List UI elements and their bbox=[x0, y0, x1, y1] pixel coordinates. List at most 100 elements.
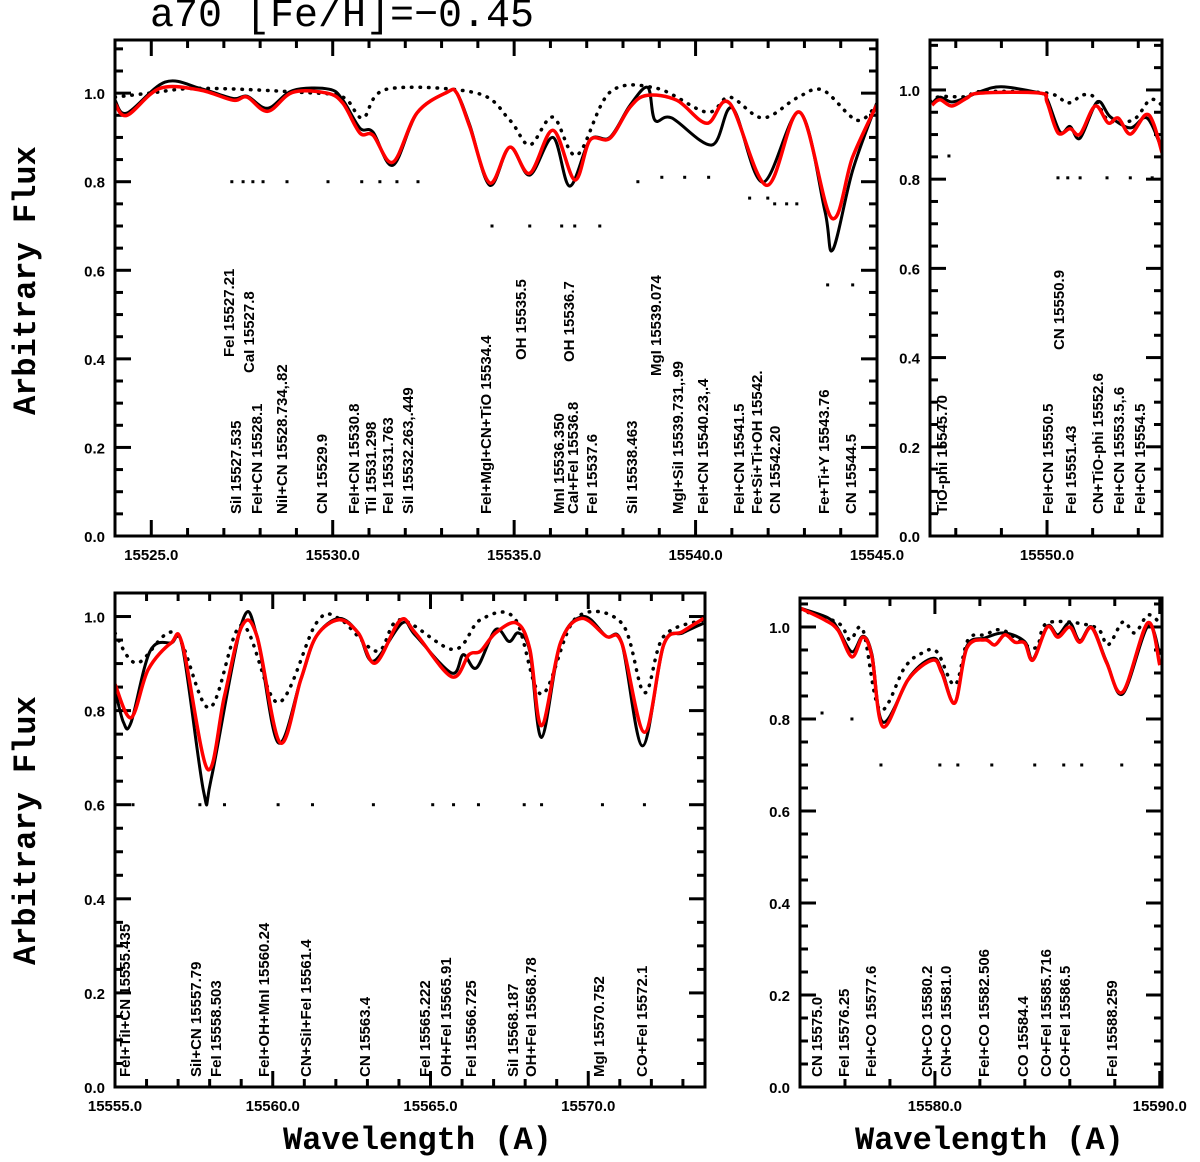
line-label: FeI+CO 15577.6 bbox=[863, 965, 880, 1077]
synthetic-spectrum-red-line bbox=[115, 616, 705, 772]
line-label: SiI+CN 15557.79 bbox=[188, 961, 205, 1078]
line-position-marker bbox=[416, 180, 420, 184]
line-label: FeI+CN 15553.5,.6 bbox=[1111, 386, 1128, 514]
line-label: MgI+SiI 15539.731,.99 bbox=[670, 360, 687, 514]
line-position-marker bbox=[598, 224, 602, 228]
x-tick-label: 15580.0 bbox=[908, 1098, 962, 1115]
panel-top-right: 15550.0 0.0 0.2 0.4 0.6 0.8 1.0 bbox=[899, 38, 1164, 564]
line-label: OH 15535.5 bbox=[513, 279, 530, 360]
y-tick-label: 1.0 bbox=[899, 83, 920, 100]
y-tick-label: 0.2 bbox=[84, 440, 105, 457]
y-tick-label: 0.8 bbox=[899, 172, 920, 189]
panel-bottom-left: 15555.0 15560.0 15565.0 15570.0 0.0 0.2 0.4 0.6… bbox=[84, 591, 707, 1115]
line-label: Fe+Ti+Y 15543.76 bbox=[816, 389, 833, 514]
observed-spectrum-black-line bbox=[115, 610, 705, 807]
x-tick-label: 15550.0 bbox=[1020, 547, 1074, 564]
y-tick-label: 0.2 bbox=[899, 440, 920, 457]
line-label: FeI 15588.259 bbox=[1104, 980, 1121, 1077]
line-label: FeI+CN 15540.23,.4 bbox=[695, 378, 712, 514]
line-position-marker bbox=[476, 803, 480, 807]
line-label: FeI+CN 15541.5 bbox=[731, 403, 748, 515]
line-position-marker bbox=[850, 717, 854, 721]
x-tick-label: 15565.0 bbox=[403, 1098, 457, 1115]
x-axis-label-bottom-left: Wavelength (A) bbox=[283, 1122, 552, 1159]
line-position-marker bbox=[222, 803, 226, 807]
line-position-marker bbox=[1066, 176, 1070, 180]
x-tick-label: 15535.0 bbox=[487, 547, 541, 564]
model-spectrum-dotted-line bbox=[800, 608, 1162, 712]
line-label: FeI+CO 15582.506 bbox=[976, 948, 993, 1077]
line-position-marker bbox=[938, 763, 942, 767]
line-position-marker bbox=[311, 803, 315, 807]
line-label: OH+FeI 15568.78 bbox=[523, 957, 540, 1077]
line-position-marker bbox=[1078, 176, 1082, 180]
line-position-marker bbox=[371, 803, 375, 807]
observed-spectrum-black-line bbox=[115, 79, 877, 253]
x-tick-label: 15530.0 bbox=[306, 547, 360, 564]
line-position-marker bbox=[879, 763, 883, 767]
line-label: SiI 15527.535 bbox=[228, 420, 245, 514]
line-position-marker bbox=[773, 202, 777, 206]
synthetic-spectrum-red-line bbox=[115, 84, 877, 221]
y-tick-label: 0.0 bbox=[769, 1080, 790, 1097]
line-label: CN 15542.20 bbox=[767, 425, 784, 514]
line-label: CN 15529.9 bbox=[314, 433, 331, 514]
line-label: CN+TiO-phi 15552.6 bbox=[1090, 372, 1107, 514]
line-label: SiI 15568.187 bbox=[505, 983, 522, 1077]
line-position-marker bbox=[490, 224, 494, 228]
line-position-marker bbox=[642, 803, 646, 807]
x-tick-label: 15540.0 bbox=[668, 547, 722, 564]
line-label: FeI 15531.763 bbox=[380, 417, 397, 514]
line-label: TiI 15531.298 bbox=[363, 421, 380, 514]
line-position-marker bbox=[748, 196, 752, 200]
y-tick-label: 0.4 bbox=[84, 352, 106, 369]
line-label: FeI+CN 15530.8 bbox=[346, 403, 363, 515]
line-position-marker bbox=[990, 763, 994, 767]
line-label: CaI+FeI 15536.8 bbox=[565, 401, 582, 514]
line-position-marker bbox=[1033, 763, 1037, 767]
line-label: FeI+CN 15550.5 bbox=[1040, 403, 1057, 515]
line-label: NiI+CN 15528.734,.82 bbox=[274, 364, 291, 514]
line-position-marker bbox=[1056, 176, 1060, 180]
line-position-marker bbox=[560, 224, 564, 228]
line-label: OH 15536.7 bbox=[561, 281, 578, 362]
line-label: CO+FeI 15572.1 bbox=[634, 965, 651, 1077]
y-tick-label: 0.8 bbox=[769, 712, 790, 729]
line-position-marker bbox=[660, 175, 664, 179]
line-label: CN 15575.0 bbox=[809, 996, 826, 1077]
y-tick-label: 0.4 bbox=[84, 892, 106, 909]
line-label: CN 15550.9 bbox=[1051, 269, 1068, 350]
line-position-marker bbox=[956, 763, 960, 767]
line-label: FeI+OH+MnI 15560.24 bbox=[256, 922, 273, 1077]
line-position-marker bbox=[378, 180, 382, 184]
x-tick-label: 15570.0 bbox=[561, 1098, 615, 1115]
line-position-marker bbox=[785, 202, 789, 206]
y-axis-label-top: Arbitrary Flux bbox=[8, 146, 45, 415]
line-label: CN 15544.5 bbox=[843, 433, 860, 514]
y-tick-label: 1.0 bbox=[84, 86, 105, 103]
y-tick-label: 1.0 bbox=[769, 620, 790, 637]
line-position-marker bbox=[820, 711, 824, 715]
line-position-marker bbox=[795, 202, 799, 206]
line-label: OH+FeI 15565.91 bbox=[438, 957, 455, 1077]
line-position-marker bbox=[452, 803, 456, 807]
line-position-marker bbox=[431, 803, 435, 807]
x-tick-label: 15525.0 bbox=[124, 547, 178, 564]
line-position-marker bbox=[826, 283, 830, 287]
line-label: FeI+CN 15528.1 bbox=[249, 403, 266, 515]
line-position-marker bbox=[131, 803, 135, 807]
line-position-marker bbox=[326, 180, 330, 184]
line-label: MgI 15570.752 bbox=[591, 976, 608, 1077]
x-tick-label: 15560.0 bbox=[246, 1098, 300, 1115]
line-label: Fe+Si+Ti+OH 15542. bbox=[749, 370, 766, 514]
line-label: CN+CO 15581.0 bbox=[938, 965, 955, 1077]
line-position-marker bbox=[261, 180, 265, 184]
x-tick-label: 15545.0 bbox=[850, 547, 904, 564]
line-position-marker bbox=[1150, 176, 1154, 180]
synthetic-spectrum-red-line bbox=[800, 606, 1162, 729]
line-position-marker bbox=[1080, 763, 1084, 767]
line-position-marker bbox=[276, 803, 280, 807]
line-label: FeI+TiI+CN 15555.435 bbox=[117, 923, 134, 1077]
line-position-marker bbox=[600, 803, 604, 807]
line-label: TiO-phi 15545.70 bbox=[934, 395, 951, 514]
